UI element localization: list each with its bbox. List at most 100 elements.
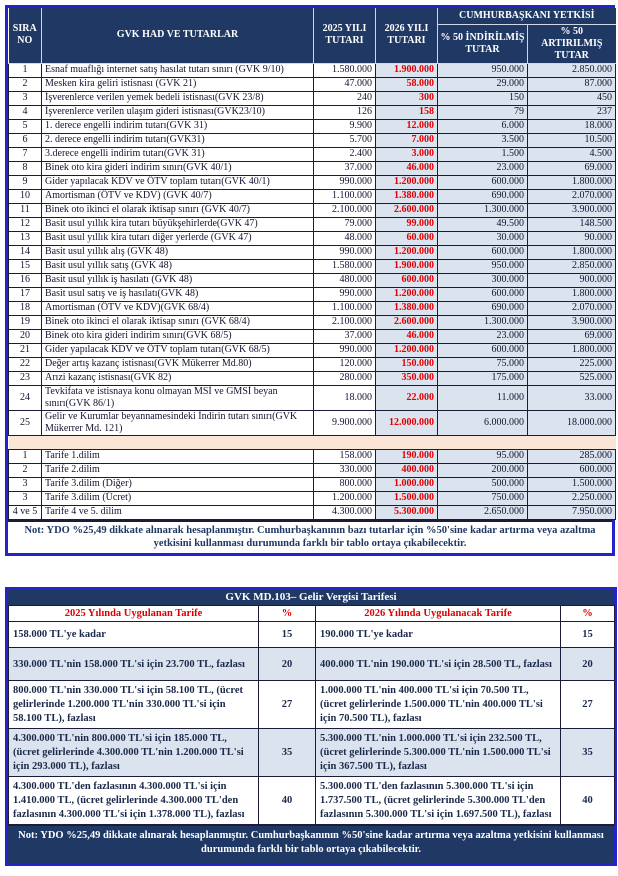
col-header-2026: 2026 YILI TUTARI [375, 8, 438, 64]
cell-no: 3 [8, 90, 42, 106]
cell-y2026: 1.900.000 [375, 62, 438, 78]
cell-y2026: 12.000.000 [375, 409, 438, 436]
cell-ind: 2.650.000 [437, 504, 528, 520]
cell-ind: 29.000 [437, 76, 528, 92]
cell-y2026: 600.000 [375, 272, 438, 288]
cell-y2026: 1.200.000 [375, 174, 438, 190]
cell-y2025: 4.300.000 [313, 504, 376, 520]
cell-y2026: 1.200.000 [375, 244, 438, 260]
cell-y2025: 18.000 [313, 384, 376, 411]
cell-art: 2.250.000 [526, 490, 617, 506]
cell-t2025: 800.000 TL'nin 330.000 TL'si için 58.100… [8, 680, 259, 730]
cell-art: 33.000 [526, 384, 617, 411]
cell-no: 15 [8, 258, 42, 274]
table-row: 9 Gider yapılacak KDV ve ÖTV toplam tutar… [8, 174, 617, 190]
cell-ind: 600.000 [437, 174, 528, 190]
cell-no: 3 [8, 490, 42, 506]
table-row: 1 Esnaf muaflığı internet satış hasılat t… [8, 62, 617, 78]
table-row: 158.000 TL'ye kadar 15 190.000 TL'ye kadar… [8, 621, 615, 649]
cell-y2025: 990.000 [313, 174, 376, 190]
cell-ind: 6.000 [437, 118, 528, 134]
cell-art: 2.850.000 [526, 62, 617, 78]
cell-ind: 49.500 [437, 216, 528, 232]
cell-y2026: 350.000 [375, 370, 438, 386]
cell-ind: 600.000 [437, 286, 528, 302]
cell-y2025: 9.900.000 [313, 409, 376, 436]
table-row: 6 2. derece engelli indirim tutarı(GVK31)… [8, 132, 617, 148]
cell-p2026: 35 [560, 728, 615, 778]
table-row: 800.000 TL'nin 330.000 TL'si için 58.100… [8, 680, 615, 730]
table-row: 14 Basit usul yıllık alış (GVK 48) 990.000… [8, 244, 617, 260]
cell-ind: 200.000 [437, 462, 528, 478]
cell-y2026: 2.600.000 [375, 314, 438, 330]
cell-y2026: 150.000 [375, 356, 438, 372]
cell-y2025: 1.100.000 [313, 188, 376, 204]
cell-no: 2 [8, 76, 42, 92]
gelir-vergisi-tarifesi-table: GVK MD.103– Gelir Vergisi Tarifesi 2025 … [5, 586, 617, 866]
peach-separator-row [8, 434, 616, 450]
cell-label: Basit usul yıllık alış (GVK 48) [41, 244, 314, 260]
cell-art: 450 [526, 90, 617, 106]
cell-y2026: 58.000 [375, 76, 438, 92]
cell-ind: 23.000 [437, 328, 528, 344]
cell-ind: 175.000 [437, 370, 528, 386]
cell-no: 7 [8, 146, 42, 162]
cell-ind: 1.300.000 [437, 314, 528, 330]
cell-art: 18.000.000 [526, 409, 617, 436]
cell-t2026: 400.000 TL'nin 190.000 TL'si için 28.500… [315, 647, 561, 682]
cell-art: 285.000 [526, 448, 617, 464]
table-row: 21 Gider yapılacak KDV ve ÖTV toplam tuta… [8, 342, 617, 358]
cell-t2025: 4.300.000 TL'den fazlasının 4.300.000 TL… [8, 776, 259, 826]
table-row: 22 Değer artış kazanç istisnası(GVK Müker… [8, 356, 617, 372]
cell-label: Tevkifata ve istisnaya konu olmayan MSİ … [41, 384, 314, 411]
tariff-rows: 158.000 TL'ye kadar 15 190.000 TL'ye kadar… [8, 621, 615, 826]
cell-art: 2.070.000 [526, 300, 617, 316]
table-row: 24 Tevkifata ve istisnaya konu olmayan MS… [8, 384, 617, 411]
col-header-indirilmis: % 50 İNDİRİLMİŞ TUTAR [437, 23, 528, 64]
cell-y2025: 1.200.000 [313, 490, 376, 506]
cell-t2026: 5.300.000 TL'nin 1.000.000 TL'si için 23… [315, 728, 561, 778]
table-row: 7 3.derece engelli indirim tutarı(GVK 31)… [8, 146, 617, 162]
cell-label: Tarife 3.dilim (Ücret) [41, 490, 314, 506]
table2-title: GVK MD.103– Gelir Vergisi Tarifesi [8, 589, 614, 605]
cell-art: 600.000 [526, 462, 617, 478]
col-header-tarife-2026: 2026 Yılında Uygulanacak Tarife [315, 604, 561, 623]
cell-no: 10 [8, 188, 42, 204]
cell-y2026: 5.300.000 [375, 504, 438, 520]
cell-ind: 150 [437, 90, 528, 106]
cell-no: 1 [8, 448, 42, 464]
cell-t2025: 158.000 TL'ye kadar [8, 621, 259, 649]
table-row: 3 Tarife 3.dilim (Diğer) 800.000 1.000.000 5… [8, 476, 617, 492]
table-row: 15 Basit usul yıllık satış (GVK 48) 1.580.… [8, 258, 617, 274]
table-row: 18 Amortisman (ÖTV ve KDV)(GVK 68/4) 1.100… [8, 300, 617, 316]
cell-no: 12 [8, 216, 42, 232]
cell-y2025: 48.000 [313, 230, 376, 246]
cell-label: Basit usul yıllık kira tutarı diğer yerl… [41, 230, 314, 246]
cell-label: Amortisman (ÖTV ve KDV)(GVK 68/4) [41, 300, 314, 316]
cell-ind: 95.000 [437, 448, 528, 464]
cell-label: İşverenlerce verilen yemek bedeli istisn… [41, 90, 314, 106]
cell-ind: 950.000 [437, 62, 528, 78]
cell-art: 10.500 [526, 132, 617, 148]
cell-no: 2 [8, 462, 42, 478]
cell-y2026: 1.200.000 [375, 286, 438, 302]
col-header-pct-2025: % [258, 604, 316, 623]
cell-y2026: 1.380.000 [375, 300, 438, 316]
cell-y2025: 47.000 [313, 76, 376, 92]
table-row: 2 Mesken kira geliri istisnası (GVK 21) 47… [8, 76, 617, 92]
cell-y2025: 480.000 [313, 272, 376, 288]
cell-ind: 750.000 [437, 490, 528, 506]
table-row: 11 Binek oto ikinci el olarak iktisap sın… [8, 202, 617, 218]
cell-y2025: 37.000 [313, 328, 376, 344]
cell-y2025: 9.900 [313, 118, 376, 134]
cell-label: Basit usul yıllık satış (GVK 48) [41, 258, 314, 274]
cell-y2025: 800.000 [313, 476, 376, 492]
cell-art: 69.000 [526, 160, 617, 176]
cell-ind: 690.000 [437, 188, 528, 204]
table-row: 3 Tarife 3.dilim (Ücret) 1.200.000 1.500.00… [8, 490, 617, 506]
cell-label: Esnaf muaflığı internet satış hasılat tu… [41, 62, 314, 78]
cell-art: 3.900.000 [526, 314, 617, 330]
cell-y2025: 1.580.000 [313, 258, 376, 274]
cell-ind: 500.000 [437, 476, 528, 492]
